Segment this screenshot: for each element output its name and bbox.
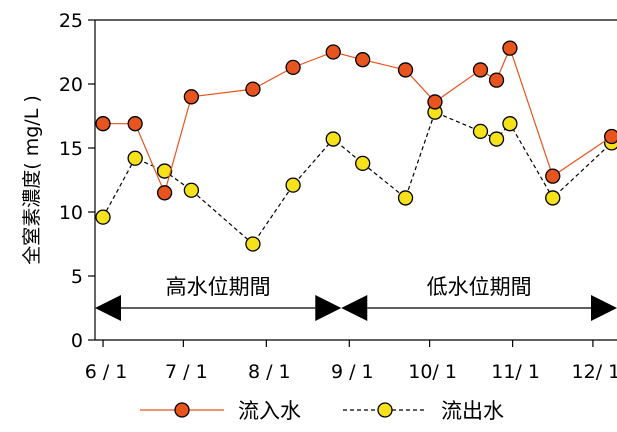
data-point-outflow	[183, 182, 200, 198]
data-point-outflow	[488, 131, 505, 147]
data-point-inflow	[245, 81, 261, 97]
legend: 流入水 流出水	[140, 399, 504, 423]
y-tick-label: 20	[59, 74, 83, 96]
data-point-outflow	[245, 236, 261, 252]
data-point-inflow	[285, 59, 301, 76]
data-point-outflow	[355, 155, 371, 172]
x-tick-label: 6 / 1	[85, 361, 128, 383]
x-tick-label: 10/ 1	[408, 361, 457, 383]
period-arrow-left	[341, 295, 368, 321]
period-arrow-right	[591, 295, 617, 321]
data-point-inflow	[397, 62, 414, 78]
y-tick-label: 0	[71, 330, 83, 352]
period-label: 高水位期間	[166, 275, 271, 299]
data-point-outflow	[502, 116, 518, 132]
x-tick-label: 8 / 1	[248, 361, 291, 383]
series-line-inflow	[103, 46, 612, 195]
data-point-outflow	[397, 190, 414, 206]
data-point-inflow	[427, 94, 443, 110]
x-tick-label: 9 / 1	[331, 361, 374, 383]
data-point-outflow	[545, 190, 561, 206]
x-tick-label: 7 / 1	[165, 361, 208, 383]
data-point-inflow	[472, 62, 489, 78]
data-point-inflow	[355, 52, 371, 68]
period-annotations: 高水位期間 低水位期間	[95, 275, 617, 321]
data-point-outflow	[472, 123, 489, 140]
y-axis-label: 全窒素濃度( mg/L )	[21, 95, 43, 264]
period-arrow-left	[95, 295, 121, 321]
series-group	[95, 40, 617, 252]
data-point-outflow	[127, 150, 143, 166]
data-point-outflow	[285, 177, 301, 193]
data-point-inflow	[603, 128, 617, 145]
axes: 0 5 10 15 20 25 6 / 1 7 / 1 8 / 1 9 / 1 10/ 1 11/ 1…	[21, 10, 617, 383]
x-tick-label: 11/ 1	[491, 361, 540, 383]
y-tick-label: 10	[59, 202, 83, 224]
data-point-outflow	[325, 131, 341, 147]
legend-label-inflow: 流入水	[238, 399, 301, 423]
y-tick-label: 5	[71, 266, 83, 288]
legend-marker-inflow	[174, 402, 190, 418]
x-tick-label: 12/ 1	[572, 361, 617, 383]
period-arrow-right	[315, 295, 342, 321]
data-point-inflow	[95, 116, 111, 132]
data-point-inflow	[488, 72, 505, 88]
data-point-inflow	[325, 44, 341, 60]
data-point-inflow	[545, 168, 561, 184]
data-point-outflow	[156, 163, 173, 179]
period-label: 低水位期間	[427, 275, 532, 299]
legend-marker-outflow	[377, 402, 393, 418]
y-tick-label: 25	[59, 10, 83, 32]
series-line-outflow	[102, 111, 613, 245]
data-point-inflow	[156, 185, 173, 201]
y-tick-label: 15	[59, 138, 83, 160]
data-point-inflow	[127, 116, 143, 132]
legend-label-outflow: 流出水	[441, 399, 504, 423]
data-point-inflow	[183, 89, 200, 105]
data-point-inflow	[502, 40, 518, 56]
data-point-outflow	[95, 209, 111, 225]
